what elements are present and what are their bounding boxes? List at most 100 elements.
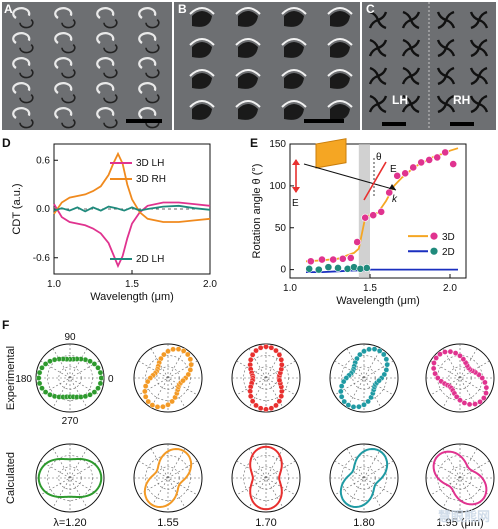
data-point-3d xyxy=(449,160,458,168)
pinwheel-arm xyxy=(437,75,448,86)
polar-spoke xyxy=(334,460,394,496)
polar-plot xyxy=(35,443,105,513)
polar-plot xyxy=(425,343,495,413)
data-point-3d xyxy=(393,171,402,180)
sem-spiral xyxy=(54,7,73,19)
angle-label-0: 0 xyxy=(108,374,114,385)
pinwheel-arm xyxy=(437,19,448,30)
sem-cavity xyxy=(192,42,212,58)
pinwheel xyxy=(401,10,421,30)
polar-point xyxy=(273,402,279,409)
sem-spiral-shadow xyxy=(19,43,34,54)
sem-rim xyxy=(189,100,215,108)
inset-k: k xyxy=(392,194,398,205)
x-axis-label: Wavelength (μm) xyxy=(336,295,420,307)
panel-label-b: B xyxy=(178,2,187,16)
sem-spiral xyxy=(96,7,115,19)
polar-spoke xyxy=(40,460,100,496)
rh-label: RH xyxy=(453,93,471,107)
polar-point xyxy=(431,360,437,366)
data-point-2d xyxy=(305,264,314,273)
pinwheel-arm xyxy=(477,66,488,77)
y-tick-label: 100 xyxy=(269,181,286,192)
pinwheel xyxy=(436,10,456,30)
polar-point xyxy=(376,377,382,384)
pinwheel-arm xyxy=(436,95,447,106)
sem-spiral xyxy=(96,107,115,119)
polar-point xyxy=(249,352,256,358)
pinwheel-arm xyxy=(376,103,387,114)
data-point-3d xyxy=(369,211,378,220)
pinwheel-arm xyxy=(445,74,456,85)
legend-label: 2D LH xyxy=(136,254,164,265)
pinwheel-arm xyxy=(410,39,421,50)
series-line-3d-lh xyxy=(53,201,211,269)
pinwheel-arm xyxy=(478,18,489,29)
polar-point xyxy=(154,404,161,410)
pinwheel-arm xyxy=(369,10,380,21)
inset-beam xyxy=(303,163,397,191)
sem-spiral-shadow xyxy=(103,93,118,104)
data-point-3d xyxy=(401,169,410,178)
data-point-3d xyxy=(329,255,338,264)
pinwheel xyxy=(368,94,388,114)
polar-point xyxy=(361,348,367,355)
data-point-3d xyxy=(409,163,418,172)
legend-label: 3D xyxy=(442,232,455,243)
polar-point xyxy=(482,379,488,386)
pinwheel-arm xyxy=(477,10,488,21)
polar-point xyxy=(142,383,149,389)
polar-curve xyxy=(339,447,389,509)
row-label-1: Calculated xyxy=(5,452,17,504)
polar-point xyxy=(87,391,93,398)
sem-spiral-shadow xyxy=(103,118,118,129)
pinwheel-arm xyxy=(444,38,455,49)
pinwheel xyxy=(469,66,489,86)
sem-spiral-shadow xyxy=(61,68,76,79)
sem-spiral xyxy=(138,32,157,44)
pinwheel-arm xyxy=(469,11,480,22)
chart-d: 1.0 1.5 2.0 0.6 0.0 -0.6 3D LH 3D RH 2D LH Wavele… xyxy=(11,143,217,303)
inset-theta: θ xyxy=(376,152,382,163)
inset-e-left: E xyxy=(292,198,299,209)
polar-point xyxy=(39,385,45,391)
pinwheel-arm xyxy=(377,11,388,22)
polar-point xyxy=(345,402,352,408)
sem-cavity xyxy=(330,104,350,120)
polar-point xyxy=(188,361,194,368)
polar-point xyxy=(460,356,467,362)
sem-rim xyxy=(189,69,215,77)
scale-bar xyxy=(382,122,406,126)
pinwheel-arm xyxy=(410,95,421,106)
polar-point xyxy=(276,352,283,358)
polar-point xyxy=(366,346,372,353)
polar-point xyxy=(145,398,152,405)
polar-point xyxy=(97,369,104,376)
y-tick-label: 0.6 xyxy=(36,155,50,166)
polar-point xyxy=(481,395,487,401)
pinwheel-arm xyxy=(436,11,447,22)
legend-label: 3D RH xyxy=(136,174,166,185)
pinwheel-arm xyxy=(376,19,387,30)
polar-point xyxy=(365,398,371,405)
polar-point xyxy=(249,398,256,404)
pinwheel xyxy=(436,38,456,58)
pinwheel-arm xyxy=(409,103,420,114)
polar-plot xyxy=(35,343,105,413)
pinwheel-arm xyxy=(401,102,412,113)
shade-band xyxy=(358,144,370,278)
pinwheel-arm xyxy=(368,46,379,57)
pinwheel-arm xyxy=(402,66,413,77)
polar-point xyxy=(263,343,269,350)
polar-point xyxy=(383,367,390,373)
sem-spiral-shadow xyxy=(61,43,76,54)
sem-panel-b xyxy=(174,2,360,130)
polar-point xyxy=(268,344,275,351)
data-point-3d xyxy=(441,148,450,157)
data-point-2d xyxy=(314,265,323,274)
polar-point xyxy=(91,389,98,395)
sem-spiral xyxy=(138,82,157,94)
x-tick-label: 1.5 xyxy=(125,279,139,290)
polar-curve xyxy=(432,450,488,506)
y-axis-label: Rotation angle θ (°) xyxy=(251,164,263,259)
